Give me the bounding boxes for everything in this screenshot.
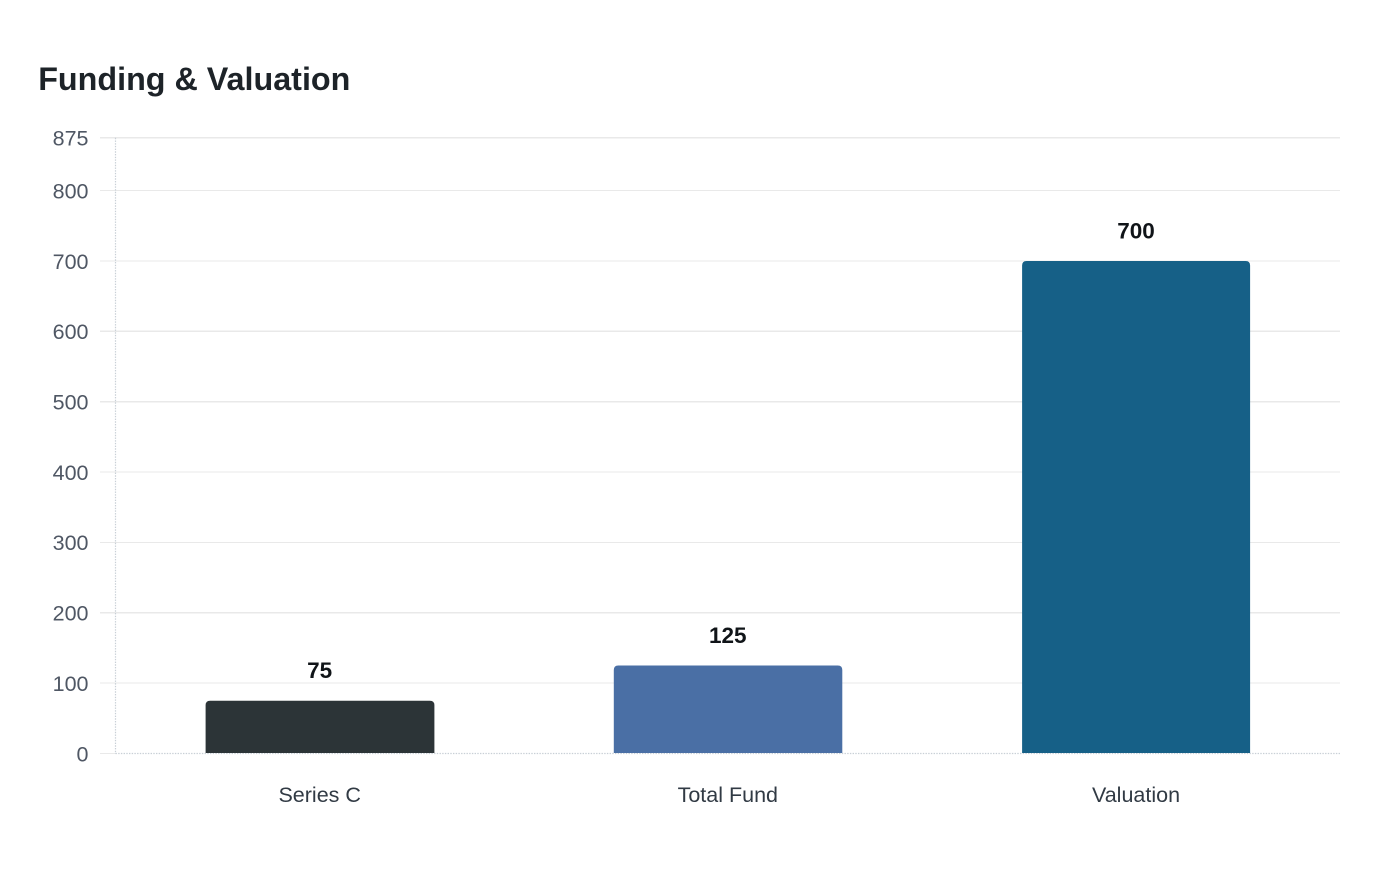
svg-text:Funding & Valuation: Funding & Valuation (38, 61, 350, 97)
svg-text:0: 0 (77, 742, 89, 766)
svg-text:500: 500 (53, 391, 89, 415)
svg-text:700: 700 (53, 250, 89, 274)
svg-text:Series C: Series C (278, 783, 360, 807)
svg-text:875: 875 (53, 127, 89, 151)
svg-text:700: 700 (1117, 219, 1155, 244)
svg-text:125: 125 (709, 623, 747, 648)
svg-text:400: 400 (53, 461, 89, 485)
svg-text:Valuation: Valuation (1092, 783, 1180, 807)
svg-text:800: 800 (53, 179, 89, 203)
svg-text:300: 300 (53, 531, 89, 555)
svg-text:75: 75 (307, 658, 332, 683)
svg-text:100: 100 (53, 672, 89, 696)
svg-text:600: 600 (53, 320, 89, 344)
svg-text:Total Fund: Total Fund (678, 783, 778, 807)
svg-text:200: 200 (53, 602, 89, 626)
